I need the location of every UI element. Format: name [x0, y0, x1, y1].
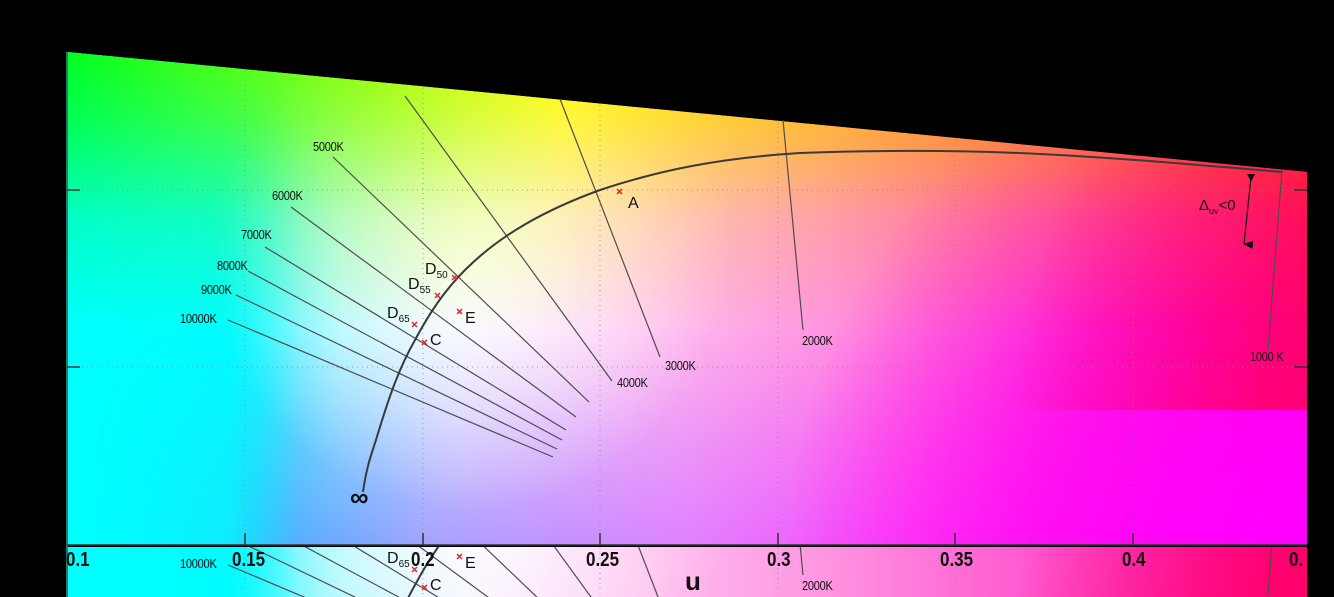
isotherm-label-8000k: 8000K: [217, 258, 248, 273]
d65-letter: D: [387, 305, 399, 322]
isotherm-1000k: [1267, 169, 1283, 351]
right-margin: [1307, 0, 1334, 597]
x-tick-0-3: 0.3: [767, 549, 791, 571]
isotherm-label-4000k: 4000K: [617, 375, 648, 390]
illuminant-label-c: C: [430, 332, 442, 349]
isotherm-label-10000k: 10000K: [180, 311, 217, 326]
strip-d65-subscript: 65: [398, 559, 410, 570]
isotherm-label-2000k: 2000K: [802, 333, 833, 348]
strip-illuminant-label-e: E: [465, 555, 476, 572]
x-axis-title: u: [685, 566, 701, 596]
delta-uv-label: Δuv<0: [1199, 198, 1236, 216]
isotherm-label-1000k: 1000 K: [1250, 349, 1284, 364]
strip-isotherm-label-2000k: 2000K: [802, 578, 833, 593]
x-tick-0-15: 0.15: [232, 549, 266, 571]
x-tick-0-2: 0.2: [411, 549, 435, 571]
isotherm-6000k: [290, 206, 577, 418]
isotherm-label-5000k: 5000K: [313, 139, 344, 154]
x-tick-0-25: 0.25: [586, 549, 620, 571]
illuminant-label-d55: D55: [408, 277, 431, 296]
marker-d65: [411, 321, 418, 328]
isotherm-2000k: [782, 119, 804, 331]
isotherm-4000k: [404, 95, 613, 382]
marker-a: [616, 188, 623, 195]
strip-isotherm-label-10000k: 10000K: [180, 556, 217, 571]
strip-illuminant-label-c: C: [430, 577, 442, 594]
d50-subscript: 50: [436, 270, 448, 281]
isotherm-lines: [227, 95, 1283, 458]
marker-c: [421, 339, 428, 346]
x-tick-0-45-clipped: 0.: [1289, 549, 1304, 571]
isotherm-10000k: [227, 319, 554, 458]
d50-letter: D: [425, 261, 437, 278]
illuminant-markers: [411, 188, 623, 346]
delta-symbol: Δ: [1199, 197, 1210, 214]
planckian-locus: [362, 149, 1283, 493]
strip-d65-letter: D: [387, 550, 399, 567]
isotherm-8000k: [247, 270, 563, 441]
isotherm-5000k: [332, 156, 590, 403]
x-tick-0-35: 0.35: [940, 549, 974, 571]
infinity-label: ∞: [350, 482, 369, 512]
illuminant-label-d65: D65: [387, 306, 410, 325]
d55-subscript: 55: [419, 285, 431, 296]
axes: [66, 52, 1307, 597]
x-tick-0-1: 0.1: [66, 549, 90, 571]
x-tick-0-4: 0.4: [1122, 549, 1146, 571]
isotherm-label-9000k: 9000K: [201, 282, 232, 297]
delta-subscript: uv: [1209, 206, 1219, 216]
delta-uv-arrow: [1243, 174, 1255, 249]
illuminant-label-a: A: [628, 195, 639, 212]
isotherm-9000k: [235, 294, 558, 450]
d65-subscript: 65: [398, 314, 410, 325]
marker-d50: [451, 274, 458, 281]
isotherm-label-6000k: 6000K: [272, 188, 303, 203]
isotherm-label-3000k: 3000K: [665, 358, 696, 373]
marker-e: [456, 308, 463, 315]
isotherm-3000k: [559, 98, 661, 358]
marker-d55: [434, 292, 441, 299]
grid-lines: [67, 70, 1307, 597]
isotherm-label-7000k: 7000K: [241, 227, 272, 242]
illuminant-label-d50: D50: [425, 262, 448, 281]
strip-illuminant-label-d65: D65: [387, 551, 410, 570]
d55-letter: D: [408, 276, 420, 293]
delta-relation: <0: [1218, 197, 1236, 214]
illuminant-label-e: E: [465, 310, 476, 327]
